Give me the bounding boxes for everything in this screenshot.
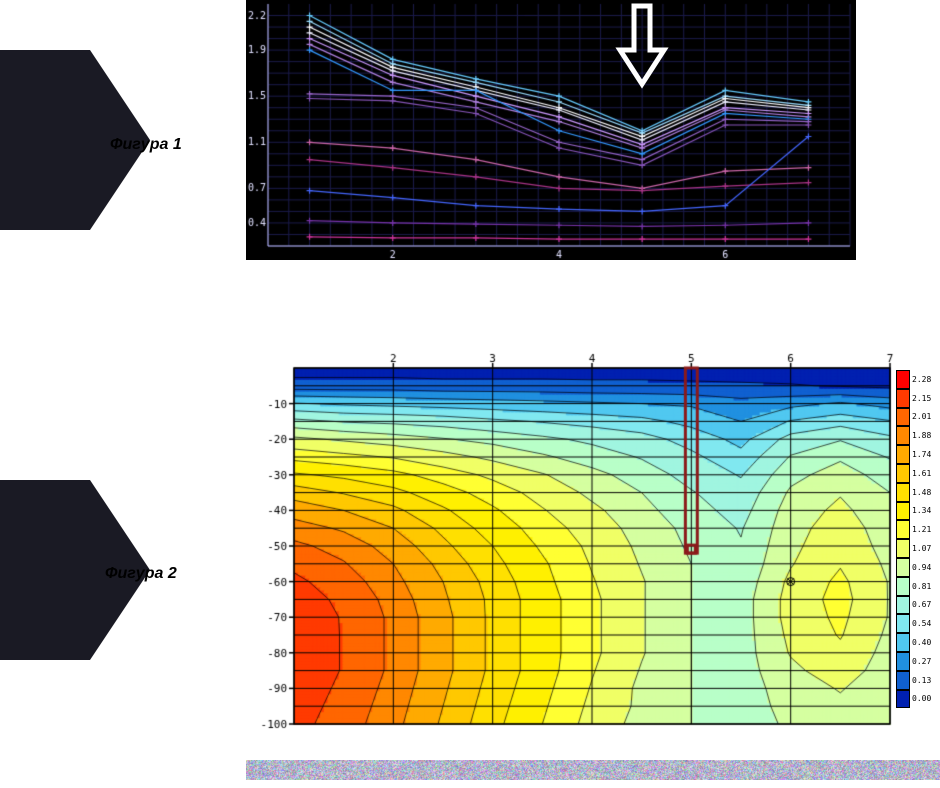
figure1-chart (246, 0, 856, 260)
figure1-label: Фигура 1 (110, 136, 182, 154)
figure2-chart: 2.282.152.011.881.741.611.481.341.211.07… (246, 350, 940, 730)
figure2-label: Фигура 2 (105, 565, 177, 583)
pentagon-decor-1 (0, 50, 90, 230)
figure2-legend: 2.282.152.011.881.741.611.481.341.211.07… (896, 370, 940, 710)
pentagon-decor-2 (0, 480, 90, 660)
noise-strip (246, 760, 940, 780)
